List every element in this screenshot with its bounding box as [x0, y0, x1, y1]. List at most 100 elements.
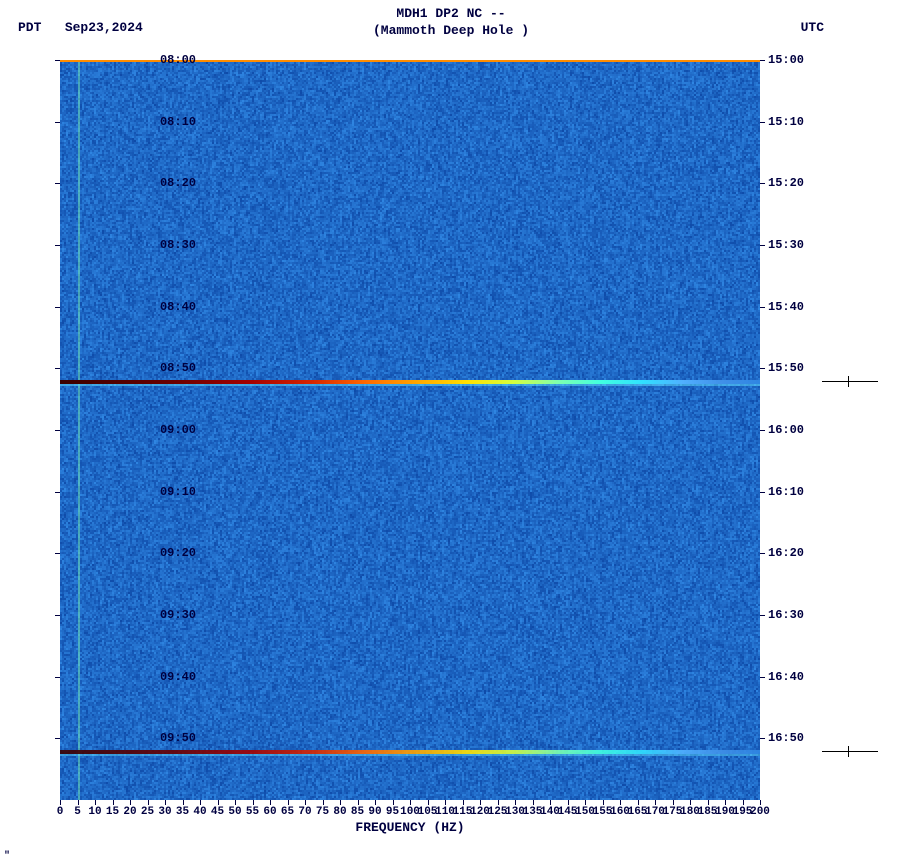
x-tick — [690, 800, 691, 805]
y-left-tick — [55, 245, 60, 246]
x-label: 200 — [750, 806, 770, 818]
x-tick — [165, 800, 166, 805]
y-left-tick — [55, 122, 60, 123]
x-tick — [428, 800, 429, 805]
y-right-tick — [760, 245, 765, 246]
x-tick — [673, 800, 674, 805]
x-tick — [620, 800, 621, 805]
x-label: 45 — [211, 806, 224, 818]
x-tick — [533, 800, 534, 805]
y-left-label: 08:20 — [160, 176, 196, 190]
x-label: 55 — [246, 806, 259, 818]
x-label: 60 — [263, 806, 276, 818]
title-line1: MDH1 DP2 NC -- — [0, 6, 902, 21]
x-tick — [218, 800, 219, 805]
x-tick — [725, 800, 726, 805]
x-tick — [393, 800, 394, 805]
x-label: 35 — [176, 806, 189, 818]
y-left-label: 09:30 — [160, 608, 196, 622]
y-right-label: 16:00 — [768, 423, 804, 437]
y-right-tick — [760, 615, 765, 616]
y-left-tick — [55, 183, 60, 184]
x-tick — [480, 800, 481, 805]
x-label: 75 — [316, 806, 329, 818]
event-marker — [822, 751, 878, 752]
y-left-label: 08:10 — [160, 115, 196, 129]
date-label: Sep23,2024 — [65, 20, 143, 35]
y-left-tick — [55, 430, 60, 431]
x-label: 5 — [74, 806, 81, 818]
spectrogram-container: MDH1 DP2 NC -- (Mammoth Deep Hole ) PDT … — [0, 0, 902, 864]
y-left-tick — [55, 368, 60, 369]
x-tick — [603, 800, 604, 805]
y-left-label: 09:00 — [160, 423, 196, 437]
x-label: 85 — [351, 806, 364, 818]
y-right-tick — [760, 738, 765, 739]
x-tick — [515, 800, 516, 805]
y-left-tick — [55, 738, 60, 739]
y-right-label: 16:50 — [768, 731, 804, 745]
x-tick — [550, 800, 551, 805]
left-corner: PDT Sep23,2024 — [18, 20, 143, 35]
x-tick — [760, 800, 761, 805]
y-right-tick — [760, 307, 765, 308]
x-label: 30 — [158, 806, 171, 818]
y-right-tick — [760, 368, 765, 369]
x-tick — [235, 800, 236, 805]
y-left-tick — [55, 677, 60, 678]
event-marker — [822, 381, 878, 382]
x-axis-title: FREQUENCY (HZ) — [60, 820, 760, 835]
x-label: 70 — [298, 806, 311, 818]
y-right-label: 15:40 — [768, 300, 804, 314]
y-left-label: 08:40 — [160, 300, 196, 314]
x-tick — [200, 800, 201, 805]
right-tz: UTC — [801, 20, 824, 35]
x-tick — [60, 800, 61, 805]
y-right-label: 15:20 — [768, 176, 804, 190]
y-right-label: 16:30 — [768, 608, 804, 622]
y-left-tick — [55, 553, 60, 554]
y-left-tick — [55, 492, 60, 493]
event-marker-stub — [848, 376, 849, 387]
y-left-tick — [55, 60, 60, 61]
x-tick — [585, 800, 586, 805]
x-tick — [568, 800, 569, 805]
x-tick — [183, 800, 184, 805]
x-label: 0 — [57, 806, 64, 818]
x-tick — [130, 800, 131, 805]
x-label: 65 — [281, 806, 294, 818]
y-right-tick — [760, 553, 765, 554]
y-left-label: 09:10 — [160, 485, 196, 499]
x-tick — [253, 800, 254, 805]
x-tick — [148, 800, 149, 805]
y-right-tick — [760, 430, 765, 431]
x-label: 90 — [368, 806, 381, 818]
x-label: 40 — [193, 806, 206, 818]
y-right-label: 16:40 — [768, 670, 804, 684]
x-tick — [270, 800, 271, 805]
y-right-label: 16:10 — [768, 485, 804, 499]
event-marker-stub — [848, 746, 849, 757]
x-label: 10 — [88, 806, 101, 818]
x-tick — [78, 800, 79, 805]
y-right-label: 16:20 — [768, 546, 804, 560]
x-tick — [358, 800, 359, 805]
y-right-label: 15:50 — [768, 361, 804, 375]
x-label: 25 — [141, 806, 154, 818]
x-tick — [743, 800, 744, 805]
x-tick — [498, 800, 499, 805]
x-tick — [305, 800, 306, 805]
y-right-tick — [760, 60, 765, 61]
y-left-label: 08:50 — [160, 361, 196, 375]
x-tick — [708, 800, 709, 805]
x-tick — [410, 800, 411, 805]
y-left-label: 09:20 — [160, 546, 196, 560]
x-tick — [445, 800, 446, 805]
y-left-label: 08:00 — [160, 53, 196, 67]
y-left-tick — [55, 615, 60, 616]
y-right-tick — [760, 492, 765, 493]
x-tick — [288, 800, 289, 805]
y-right-label: 15:10 — [768, 115, 804, 129]
y-right-tick — [760, 122, 765, 123]
y-left-label: 09:40 — [160, 670, 196, 684]
